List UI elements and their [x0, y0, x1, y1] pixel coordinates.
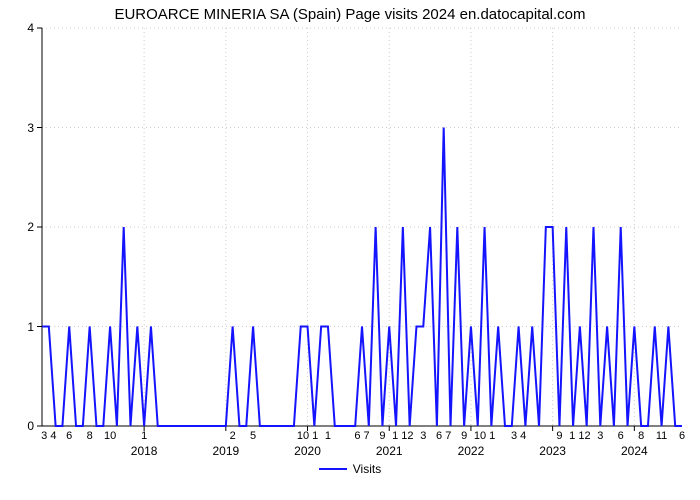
legend-line-sample: [319, 468, 347, 470]
y-tick-label: 2: [14, 220, 34, 234]
x-year-label: 2023: [539, 444, 566, 458]
legend: Visits: [0, 462, 700, 476]
x-value-label: 11: [656, 430, 667, 442]
x-value-label: 6: [679, 430, 685, 442]
x-year-label: 2019: [212, 444, 239, 458]
x-value-label: 1 12: [392, 430, 413, 442]
x-value-label: 3: [420, 430, 426, 442]
x-year-label: 2024: [621, 444, 648, 458]
x-value-label: 9: [379, 430, 385, 442]
x-value-label: 3 4: [41, 430, 56, 442]
x-value-label: 3: [597, 430, 603, 442]
x-value-label: 6: [66, 430, 72, 442]
x-year-label: 2021: [376, 444, 403, 458]
x-value-label: 1: [141, 430, 147, 442]
x-value-label: 10 1: [297, 430, 318, 442]
x-value-label: 2: [230, 430, 236, 442]
legend-label: Visits: [353, 462, 381, 476]
x-value-label: 6 7: [436, 430, 451, 442]
x-value-label: 5: [250, 430, 256, 442]
x-value-label: 8: [638, 430, 644, 442]
x-value-label: 6: [618, 430, 624, 442]
y-tick-label: 1: [14, 320, 34, 334]
x-value-label: 9: [556, 430, 562, 442]
x-value-label: 10: [104, 430, 116, 442]
x-year-label: 2020: [294, 444, 321, 458]
y-tick-label: 4: [14, 21, 34, 35]
y-tick-label: 0: [14, 419, 34, 433]
x-value-label: 8: [87, 430, 93, 442]
x-year-label: 2018: [131, 444, 158, 458]
x-value-label: 1 12: [569, 430, 590, 442]
x-value-label: 3 4: [511, 430, 526, 442]
x-value-label: 1: [325, 430, 331, 442]
chart-plot: [0, 0, 700, 500]
x-value-label: 10 1: [474, 430, 495, 442]
x-value-label: 9: [461, 430, 467, 442]
x-year-label: 2022: [458, 444, 485, 458]
x-value-label: 6 7: [354, 430, 369, 442]
y-tick-label: 3: [14, 121, 34, 135]
